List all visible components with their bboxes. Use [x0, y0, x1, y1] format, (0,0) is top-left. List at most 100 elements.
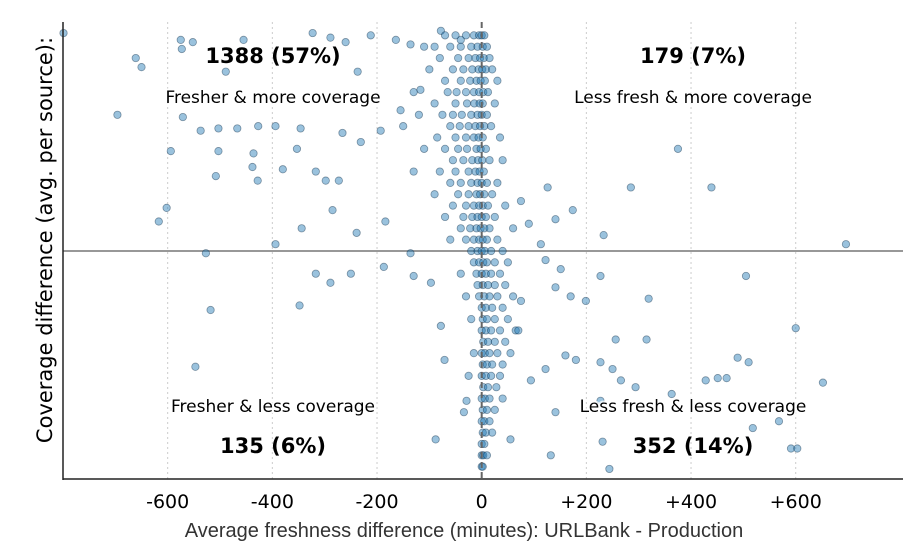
data-point	[471, 167, 480, 176]
data-point	[493, 349, 502, 358]
data-point	[416, 85, 425, 94]
data-point	[454, 144, 463, 153]
data-point	[493, 76, 502, 85]
data-point	[487, 246, 496, 256]
data-point	[467, 178, 476, 187]
data-point	[341, 38, 350, 47]
data-point	[490, 405, 499, 414]
data-point	[249, 149, 258, 158]
data-point	[481, 212, 490, 222]
data-point	[673, 144, 683, 153]
data-point	[338, 128, 347, 138]
x-tick-label: -200	[355, 491, 398, 513]
label-top-right: Less fresh & more coverage	[574, 88, 812, 108]
data-point	[440, 31, 450, 40]
data-point	[326, 33, 335, 42]
data-point	[490, 314, 499, 324]
data-point	[482, 235, 492, 244]
data-point	[472, 269, 481, 278]
data-point	[248, 162, 257, 172]
data-point	[451, 31, 460, 40]
data-point	[471, 53, 480, 63]
data-point	[506, 435, 515, 444]
data-point	[166, 147, 175, 156]
data-point	[459, 156, 468, 165]
data-point	[346, 269, 355, 278]
data-point	[541, 364, 550, 374]
data-point	[568, 206, 577, 215]
data-point	[464, 371, 473, 380]
data-point	[495, 133, 505, 142]
data-point	[456, 224, 465, 233]
data-point	[448, 65, 458, 74]
data-point	[308, 28, 317, 38]
data-point	[566, 292, 575, 301]
data-point	[468, 156, 477, 165]
data-point	[471, 122, 480, 131]
data-point	[498, 394, 507, 403]
data-point	[481, 144, 490, 153]
data-point	[482, 110, 492, 119]
data-point	[485, 224, 494, 233]
data-point	[488, 428, 497, 437]
data-point	[490, 337, 499, 346]
data-point	[841, 240, 851, 249]
data-point	[239, 35, 248, 44]
data-point	[462, 396, 471, 405]
data-point	[451, 167, 460, 176]
data-point	[469, 31, 478, 40]
data-point	[508, 224, 518, 233]
data-point	[311, 167, 320, 176]
data-point	[485, 349, 494, 358]
data-point	[495, 371, 505, 380]
data-point	[201, 249, 210, 258]
data-point	[191, 362, 200, 371]
data-point	[481, 65, 490, 74]
data-point	[495, 326, 505, 335]
data-point	[473, 246, 482, 256]
data-point	[551, 215, 560, 224]
data-point	[459, 65, 468, 74]
data-point	[487, 269, 496, 278]
data-point	[271, 122, 280, 131]
data-point	[524, 219, 533, 228]
data-point	[483, 88, 493, 97]
data-point	[541, 255, 550, 265]
data-point	[466, 76, 475, 85]
data-point	[516, 296, 526, 306]
data-point	[446, 178, 455, 187]
data-point	[733, 353, 742, 362]
data-point	[472, 190, 481, 199]
data-point	[741, 271, 751, 281]
data-point	[296, 124, 305, 133]
x-tick-labels: -600 -400 -200 0 +200 +400 +600	[146, 491, 822, 513]
data-point	[498, 303, 507, 312]
data-point	[435, 167, 444, 176]
data-point	[436, 26, 445, 35]
data-point	[516, 196, 526, 206]
data-point	[176, 35, 185, 44]
data-point	[462, 144, 472, 153]
data-point	[473, 156, 483, 165]
data-point	[381, 217, 390, 226]
data-point	[514, 326, 523, 335]
data-point	[482, 360, 492, 369]
data-point	[440, 76, 450, 85]
data-point	[503, 314, 512, 324]
data-point	[596, 358, 605, 367]
data-point	[295, 301, 304, 310]
data-point	[492, 383, 501, 392]
data-point	[334, 176, 343, 185]
data-point	[599, 231, 608, 240]
data-point	[469, 88, 478, 97]
data-point	[366, 31, 375, 40]
data-point	[482, 314, 492, 324]
data-point	[431, 435, 440, 444]
data-point	[480, 246, 489, 256]
data-point	[487, 326, 496, 335]
data-point	[396, 106, 405, 115]
data-point	[254, 122, 263, 131]
data-point	[561, 351, 570, 360]
data-point	[543, 183, 552, 192]
